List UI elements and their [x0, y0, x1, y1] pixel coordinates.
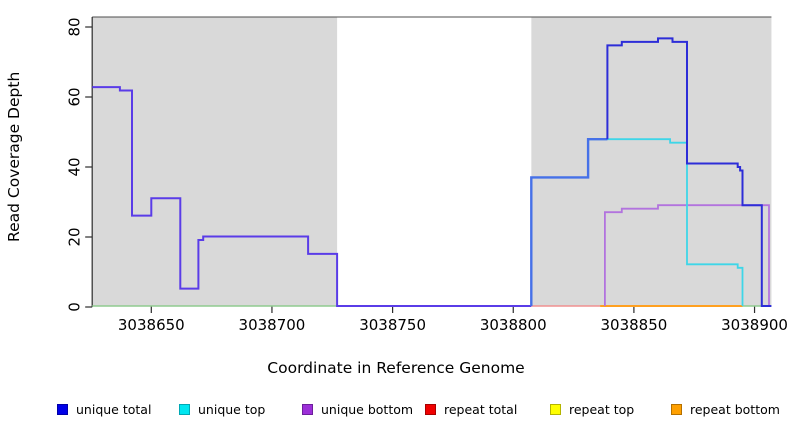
legend-item-repeat-total: repeat total: [425, 399, 517, 419]
y-tick-label: 20: [66, 227, 84, 246]
x-tick-label: 3038750: [359, 316, 426, 334]
legend-label: repeat top: [569, 401, 635, 417]
legend-label: unique total: [76, 401, 152, 417]
series-unique-total-line: [530, 137, 608, 306]
y-tick-label: 60: [66, 87, 84, 106]
legend-item-unique-bottom: unique bottom: [302, 399, 413, 419]
series-unique-total-line: [606, 37, 772, 307]
x-tick-label: 3038650: [118, 316, 185, 334]
legend-swatch-unique-top: [179, 403, 190, 415]
coverage-chart-canvas: 0 20 40 60 80 3038650 3038700 3038750 3038800 303…: [66, 16, 788, 334]
legend-swatch-repeat-total: [425, 403, 436, 415]
x-axis-title: Coordinate in Reference Genome: [267, 359, 525, 377]
left-gray-region: [92, 17, 338, 306]
legend: unique total unique top unique bottom repea…: [0, 399, 792, 421]
legend-item-unique-total: unique total: [57, 399, 151, 419]
y-axis-title: Read Coverage Depth: [5, 71, 23, 242]
legend-swatch-unique-total: [57, 403, 68, 415]
y-tick-label: 0: [66, 302, 84, 312]
legend-item-repeat-top: repeat top: [550, 399, 634, 419]
x-tick-label: 3038850: [600, 316, 667, 334]
right-gray-region: [531, 17, 772, 306]
x-tick-label: 3038900: [721, 316, 788, 334]
y-tick-label: 80: [66, 17, 84, 36]
legend-label: repeat bottom: [690, 401, 780, 417]
legend-label: unique top: [198, 401, 266, 417]
y-tick-label: 40: [66, 157, 84, 176]
legend-swatch-unique-bottom: [302, 403, 313, 415]
legend-label: unique bottom: [321, 401, 414, 417]
legend-item-repeat-bottom: repeat bottom: [671, 399, 780, 419]
legend-swatch-repeat-top: [550, 403, 561, 415]
x-tick-label: 3038800: [480, 316, 547, 334]
series-unique-top-line: [588, 138, 744, 306]
legend-item-unique-top: unique top: [179, 399, 265, 419]
legend-swatch-repeat-bottom: [671, 403, 682, 415]
series-unique-total-line: [92, 86, 532, 307]
x-tick-label: 3038700: [239, 316, 306, 334]
legend-label: repeat total: [444, 401, 518, 417]
